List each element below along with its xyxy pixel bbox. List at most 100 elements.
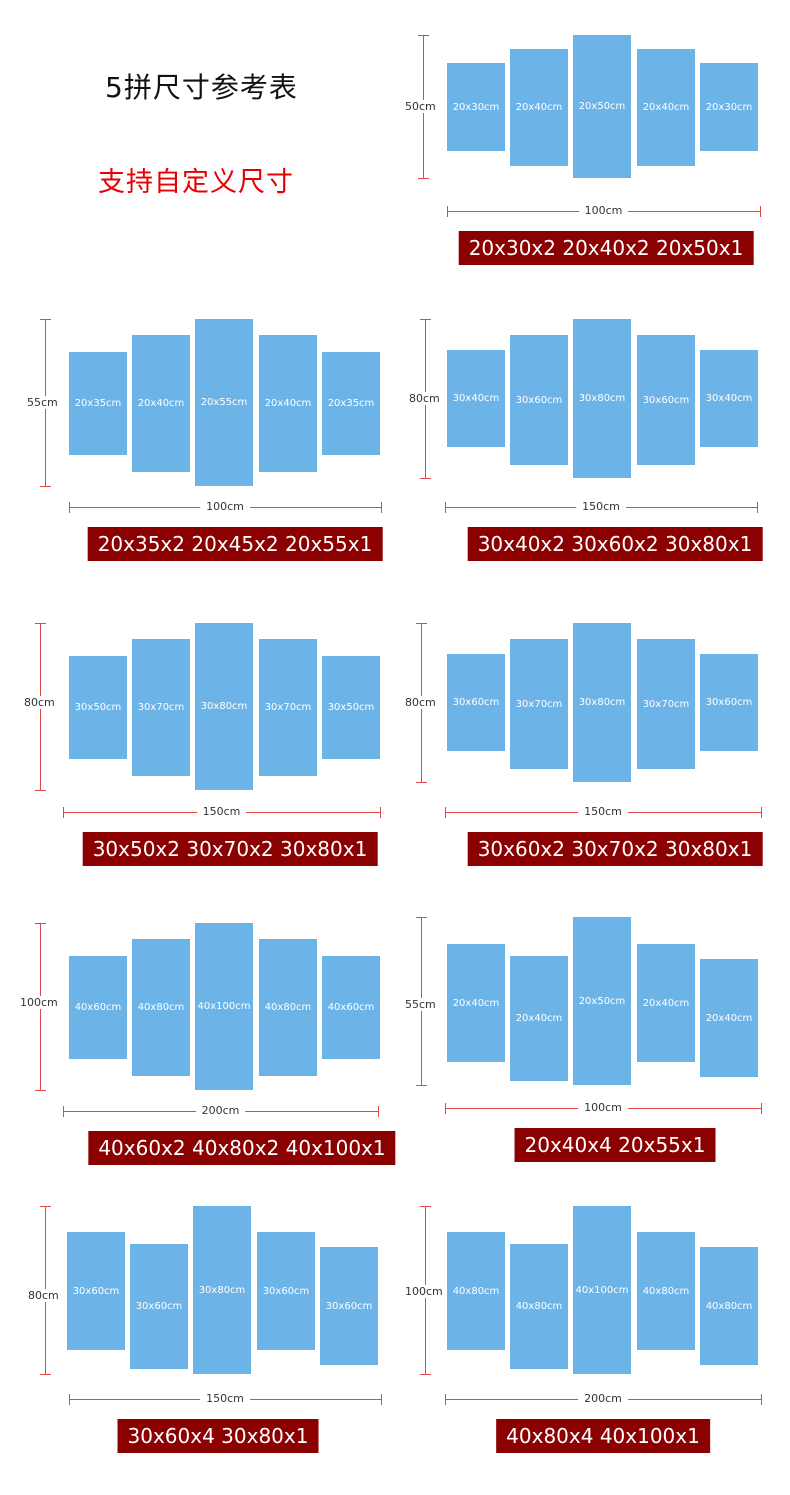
panel-layout-diagram: 80cm 30x50cm 30x70cm 30x80cm 30x70cm 30x50cm 1… [20,622,400,912]
dimension-cap [761,807,762,818]
width-label: 150cm [578,805,628,818]
width-label: 100cm [200,500,250,513]
canvas-panel: 30x60cm [700,654,758,751]
size-spec-badge: 30x60x2 30x70x2 30x80x1 [467,832,763,866]
dimension-cap [420,1206,431,1207]
canvas-panel: 40x80cm [132,939,190,1076]
canvas-panel: 30x70cm [132,639,190,776]
dimension-cap [761,1394,762,1405]
height-label: 80cm [409,392,440,405]
dimension-cap [40,486,51,487]
canvas-panel: 40x60cm [322,956,380,1059]
width-label: 150cm [196,805,247,818]
canvas-panel: 30x80cm [573,319,631,478]
dimension-cap [381,1394,382,1405]
dimension-cap [447,206,448,217]
dimension-cap [416,623,427,624]
size-spec-badge: 40x60x2 40x80x2 40x100x1 [88,1131,396,1165]
dimension-cap [757,502,758,513]
height-label: 55cm [405,998,436,1011]
panel-layout-diagram: 55cm 20x35cm 20x40cm 20x55cm 20x40cm 20x35cm 1… [25,318,405,608]
panel-layout-diagram: 100cm 40x80cm 40x80cm 40x100cm 40x80cm 40x80c… [405,1205,785,1495]
dimension-cap [420,319,431,320]
dimension-cap [40,1206,51,1207]
canvas-panel: 20x40cm [447,944,505,1062]
dimension-cap [40,1374,51,1375]
canvas-panel: 30x50cm [69,656,127,759]
dimension-cap [69,502,70,513]
canvas-panel: 20x50cm [573,35,631,178]
canvas-panel: 20x40cm [637,49,695,166]
dimension-cap [420,1374,431,1375]
height-label: 80cm [28,1289,59,1302]
canvas-panel: 30x70cm [637,639,695,769]
height-label: 55cm [27,396,58,409]
size-spec-badge: 20x40x4 20x55x1 [514,1128,716,1162]
size-spec-badge: 30x60x4 30x80x1 [117,1419,319,1453]
canvas-panel: 40x100cm [195,923,253,1090]
dimension-cap [445,502,446,513]
dimension-cap [35,623,46,624]
dimension-cap [445,807,446,818]
dimension-cap [378,1106,379,1117]
canvas-panel: 20x40cm [637,944,695,1062]
panel-layout-diagram: 100cm 40x60cm 40x80cm 40x100cm 40x80cm 40x60c… [20,922,400,1212]
dimension-cap [416,782,427,783]
dimension-cap [418,178,429,179]
width-label: 200cm [578,1392,628,1405]
dimension-cap [445,1394,446,1405]
canvas-panel: 30x70cm [510,639,568,769]
panel-layout-diagram: 55cm 20x40cm 20x40cm 20x50cm 20x40cm 20x40cm 1… [405,916,785,1206]
size-spec-badge: 30x40x2 30x60x2 30x80x1 [467,527,763,561]
dimension-cap [418,35,429,36]
dimension-cap [35,1090,46,1091]
canvas-panel: 30x60cm [510,335,568,465]
dimension-cap [760,206,761,217]
canvas-panel: 20x30cm [447,63,505,151]
canvas-panel: 30x60cm [637,335,695,465]
canvas-panel: 30x60cm [447,654,505,751]
canvas-panel: 20x35cm [69,352,127,455]
canvas-panel: 20x30cm [700,63,758,151]
canvas-panel: 30x70cm [259,639,317,776]
canvas-panel: 40x60cm [69,956,127,1059]
canvas-panel: 40x100cm [573,1206,631,1374]
width-label: 150cm [576,500,626,513]
canvas-panel: 20x40cm [259,335,317,472]
canvas-panel: 20x40cm [510,49,568,166]
height-label: 100cm [20,996,58,1009]
canvas-panel: 40x80cm [700,1247,758,1365]
canvas-panel: 20x50cm [573,917,631,1085]
dimension-cap [63,1106,64,1117]
canvas-panel: 30x40cm [447,350,505,447]
dimension-cap [380,807,381,818]
dimension-cap [69,1394,70,1405]
panel-layout-diagram: 80cm 30x60cm 30x60cm 30x80cm 30x60cm 30x60cm 1… [25,1205,405,1495]
panel-layout-diagram: 50cm 20x30cm 20x40cm 20x50cm 20x40cm 20x30cm 1… [405,28,785,318]
canvas-panel: 30x80cm [573,623,631,782]
dimension-cap [35,923,46,924]
panel-layout-diagram: 80cm 30x60cm 30x70cm 30x80cm 30x70cm 30x60cm 1… [405,622,785,912]
canvas-panel: 40x80cm [637,1232,695,1350]
canvas-panel: 40x80cm [259,939,317,1076]
canvas-panel: 30x80cm [195,623,253,790]
canvas-panel: 30x50cm [322,656,380,759]
canvas-panel: 30x60cm [257,1232,315,1350]
height-label: 80cm [24,696,55,709]
width-label: 100cm [578,1101,628,1114]
dimension-cap [445,1103,446,1114]
dimension-cap [63,807,64,818]
canvas-panel: 20x40cm [510,956,568,1081]
height-label: 100cm [405,1285,443,1298]
custom-size-note: 支持自定义尺寸 [98,167,294,198]
height-label: 50cm [405,100,436,113]
dimension-cap [35,790,46,791]
canvas-panel: 20x40cm [700,959,758,1077]
canvas-panel: 20x55cm [195,319,253,486]
size-spec-badge: 30x50x2 30x70x2 30x80x1 [82,832,378,866]
dimension-cap [420,478,431,479]
page-title: 5拼尺寸参考表 [105,71,298,104]
size-spec-badge: 20x35x2 20x45x2 20x55x1 [87,527,383,561]
size-spec-badge: 20x30x2 20x40x2 20x50x1 [458,231,754,265]
size-spec-badge: 40x80x4 40x100x1 [496,1419,710,1453]
